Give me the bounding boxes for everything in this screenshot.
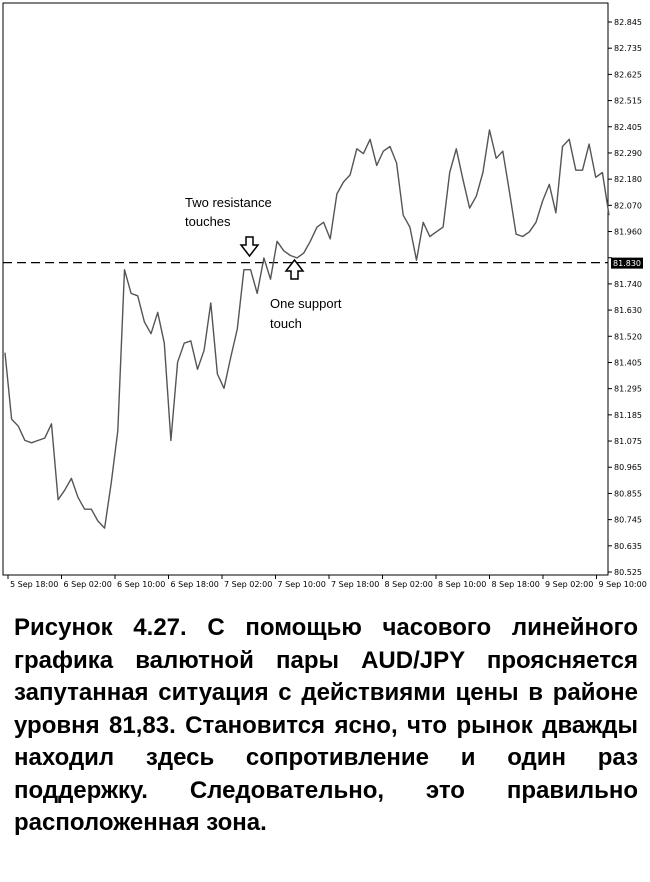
x-tick-label: 9 Sep 10:00 [599,580,647,589]
y-tick-label: 80.745 [614,516,642,525]
x-tick-label: 6 Sep 18:00 [171,580,219,589]
support-label-line2: touch [270,316,302,331]
x-tick-label: 6 Sep 10:00 [117,580,165,589]
y-tick-label: 82.290 [614,149,642,158]
resistance-label-line2: touches [185,214,231,229]
x-tick-label: 7 Sep 18:00 [331,580,379,589]
y-tick-label: 81.405 [614,358,642,367]
y-tick-label: 82.845 [614,18,642,27]
y-tick-label: 81.960 [614,228,642,237]
y-tick-label: 82.405 [614,123,642,132]
level-label: 81.830 [613,259,641,268]
chart-svg: 82.845 82.735 82.625 82.515 82.405 82.290 82.1… [2,2,647,589]
x-tick-label: 6 Sep 02:00 [64,580,112,589]
y-tick-label: 82.515 [614,97,642,106]
y-tick-label: 80.855 [614,489,642,498]
resistance-label-line1: Two resistance [185,195,272,210]
price-chart: 82.845 82.735 82.625 82.515 82.405 82.290 82.1… [2,2,647,589]
x-axis: 5 Sep 18:00 6 Sep 02:00 6 Sep 10:00 6 Sep 1… [7,575,647,589]
y-tick-label: 80.635 [614,542,642,551]
y-tick-label: 81.295 [614,385,642,394]
x-tick-label: 8 Sep 02:00 [385,580,433,589]
resistance-annotation: Two resistance touches [185,195,272,258]
plot-frame [2,2,609,576]
x-tick-label: 8 Sep 18:00 [492,580,540,589]
x-tick-label: 7 Sep 10:00 [278,580,326,589]
y-tick-label: 81.520 [614,332,642,341]
x-tick-label: 9 Sep 02:00 [545,580,593,589]
y-tick-label: 82.070 [614,201,642,210]
y-tick-label: 82.735 [614,44,642,53]
support-annotation: One support touch [270,258,342,331]
x-tick-label: 7 Sep 02:00 [224,580,272,589]
y-tick-label: 81.185 [614,411,642,420]
y-tick-label: 82.180 [614,175,642,184]
y-tick-label: 80.965 [614,463,642,472]
y-axis: 82.845 82.735 82.625 82.515 82.405 82.290 82.1… [608,18,642,577]
level-label-box [611,257,643,269]
y-tick-label: 80.525 [614,568,642,577]
y-tick-label: 82.625 [614,70,642,79]
y-tick-label: 81.075 [614,437,642,446]
x-tick-label: 8 Sep 10:00 [438,580,486,589]
y-tick-label: 81.740 [614,280,642,289]
series-line [4,129,610,529]
figure-caption: Рисунок 4.27. С помощью часового линейно… [14,614,638,836]
down-arrow-icon [239,236,260,258]
y-tick-label: 81.630 [614,306,642,315]
support-label-line1: One support [270,296,342,311]
up-arrow-icon [284,258,305,280]
x-tick-label: 5 Sep 18:00 [10,580,58,589]
